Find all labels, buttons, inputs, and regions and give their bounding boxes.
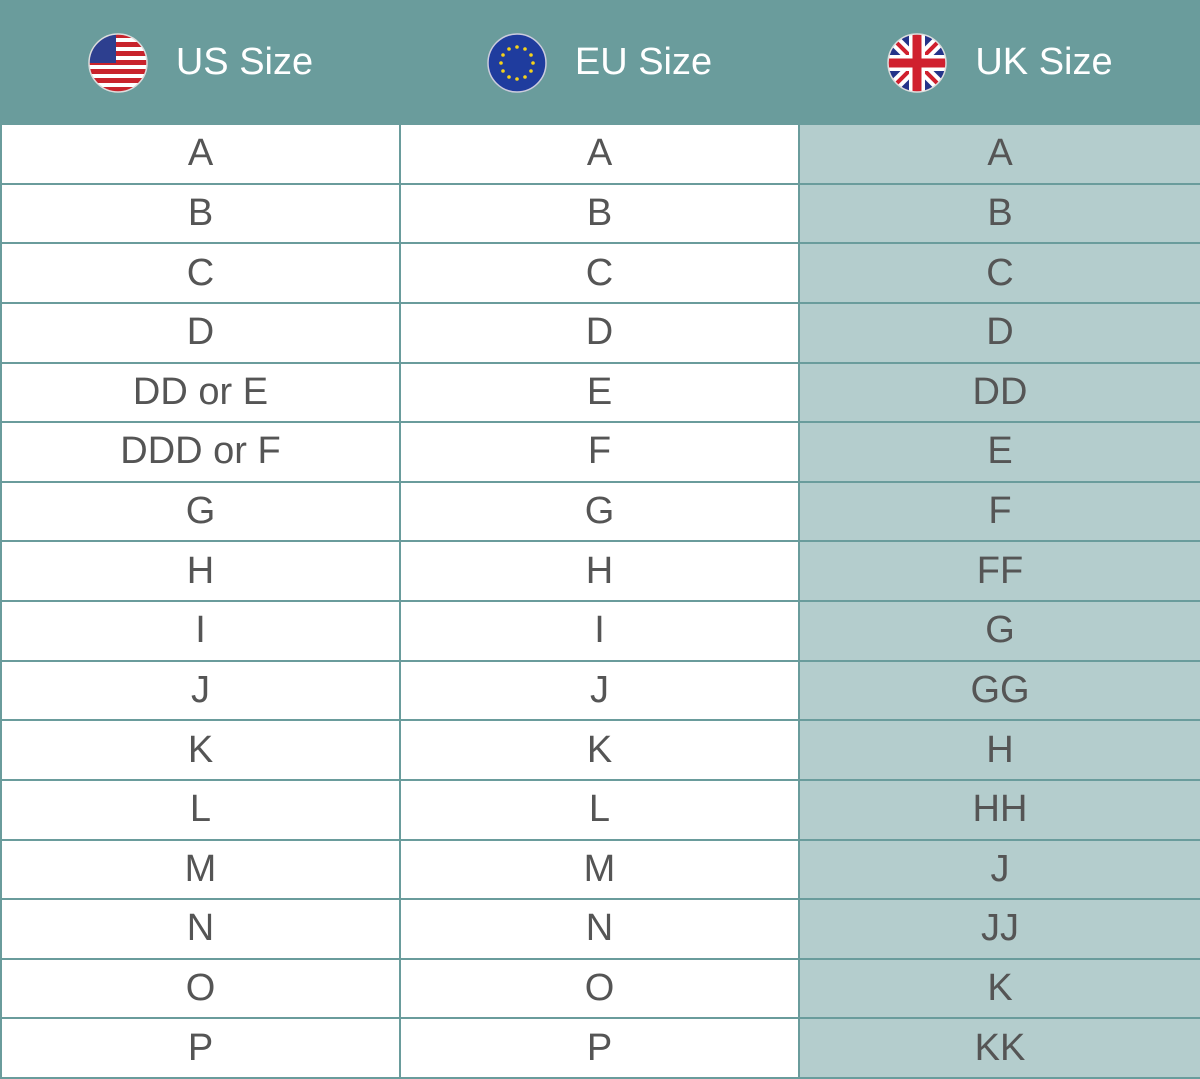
table-cell: B (399, 182, 800, 245)
header-cell: UK Size (798, 0, 1200, 125)
table-cell: C (399, 242, 800, 304)
header-cell: US Size (0, 0, 401, 125)
table-cell: JJ (798, 898, 1200, 960)
table-cell: G (798, 600, 1200, 662)
table-body: A A A B B B C C C D D D DD or E E DD DDD or F F E G G F H H FF I… (0, 123, 1200, 1079)
table-cell: F (399, 421, 800, 483)
table-cell: M (0, 838, 401, 901)
table-cell: J (399, 659, 800, 722)
table-cell: GG (798, 659, 1200, 722)
table-cell: E (798, 421, 1200, 483)
us-flag (88, 32, 148, 93)
table-cell: H (798, 719, 1200, 781)
uk-flag (887, 32, 948, 93)
table-cell: N (0, 898, 401, 960)
table-cell: KK (798, 1017, 1200, 1079)
table-cell: DD or E (0, 361, 401, 424)
table-cell: H (399, 540, 800, 602)
table-row: H H FF (0, 540, 1200, 602)
table-cell: D (798, 301, 1200, 364)
table-cell: O (399, 957, 800, 1020)
table-cell: O (0, 957, 401, 1020)
table-cell: N (399, 898, 800, 960)
eu-flag (487, 32, 547, 93)
table-cell: H (0, 540, 401, 602)
table-cell: F (798, 480, 1200, 543)
table-cell: C (798, 242, 1200, 304)
table-cell: E (399, 361, 800, 424)
table-cell: HH (798, 778, 1200, 841)
table-cell: P (399, 1017, 800, 1079)
table-cell: A (0, 123, 401, 185)
table-cell: A (399, 123, 800, 185)
table-cell: C (0, 242, 401, 304)
table-cell: K (798, 957, 1200, 1020)
table-cell: K (399, 719, 800, 781)
table-cell: M (399, 838, 800, 901)
table-cell: G (399, 480, 800, 543)
table-cell: L (0, 778, 401, 841)
table-cell: B (0, 182, 401, 245)
table-cell: I (399, 600, 800, 662)
table-cell: DD (798, 361, 1200, 424)
table-cell: A (798, 123, 1200, 185)
header-cell: EU Size (399, 0, 800, 125)
table-cell: D (399, 301, 800, 364)
table-cell: P (0, 1017, 401, 1079)
table-cell: I (0, 600, 401, 662)
table-cell: B (798, 182, 1200, 245)
table-cell: L (399, 778, 800, 841)
table-row: DD or E E DD (0, 361, 1200, 424)
table-cell: D (0, 301, 401, 364)
header-row: US Size EU Size UK Size (0, 0, 1200, 125)
table-cell: J (0, 659, 401, 722)
table-cell: DDD or F (0, 421, 401, 483)
table-cell: J (798, 838, 1200, 901)
table-cell: K (0, 719, 401, 781)
header-text: US Size (175, 41, 314, 83)
table-row: P P KK (0, 1017, 1200, 1079)
table-row: N N JJ (0, 898, 1200, 960)
header-text: EU Size (574, 41, 713, 83)
table-row: J J GG (0, 659, 1200, 722)
header-text: UK Size (975, 41, 1113, 83)
table-cell: FF (798, 540, 1200, 602)
table-row: L L HH (0, 778, 1200, 841)
table-cell: G (0, 480, 401, 543)
